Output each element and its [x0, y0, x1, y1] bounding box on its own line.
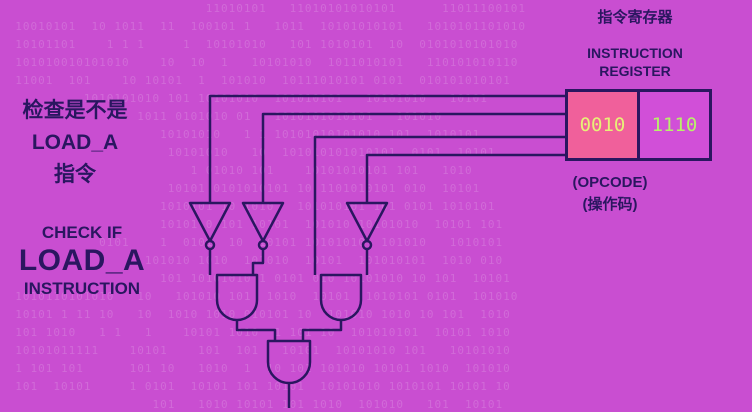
check-title-cn: 检查是不是 LOAD_A 指令 — [0, 95, 150, 191]
register-address-cell: 1110 — [637, 89, 712, 161]
check-title-en: CHECK IF LOAD_A INSTRUCTION — [0, 222, 164, 300]
wire-bit-1 — [208, 94, 565, 203]
opcode-label-cn: (操作码) — [582, 196, 638, 213]
and-gate-final — [266, 339, 312, 385]
not-gate-1 — [188, 201, 232, 251]
opcode-label: (OPCODE) (操作码) — [548, 172, 672, 216]
not-gate-2 — [241, 201, 285, 251]
check-title-cn-line1: 检查是不是 — [22, 99, 128, 122]
and-gate-2 — [319, 273, 363, 322]
check-title-cn-line3: 指令 — [54, 163, 96, 186]
wire-bit-4 — [365, 153, 565, 203]
check-title-en-line2: LOAD_A — [18, 244, 146, 277]
register-title-en: INSTRUCTION REGISTER — [560, 44, 710, 80]
wire-and2-final — [301, 320, 343, 341]
not-gate-3 — [345, 201, 389, 251]
register-title-cn: 指令寄存器 — [597, 9, 673, 26]
opcode-label-en: (OPCODE) — [572, 174, 648, 191]
wire-not2-and1 — [251, 249, 265, 275]
check-title-en-line1: CHECK IF — [41, 223, 123, 242]
and-gate-1 — [215, 273, 259, 322]
register-opcode-cell: 0010 — [565, 89, 640, 161]
wire-and1-final — [235, 320, 277, 341]
check-title-en-line3: INSTRUCTION — [23, 279, 141, 298]
wire-bit-2 — [261, 112, 565, 203]
register-title-en-line1: INSTRUCTION — [587, 45, 683, 61]
register-title-en-line2: REGISTER — [599, 63, 671, 79]
check-title-cn-line2: LOAD_A — [31, 131, 119, 154]
wire-bit-3 — [313, 135, 565, 275]
